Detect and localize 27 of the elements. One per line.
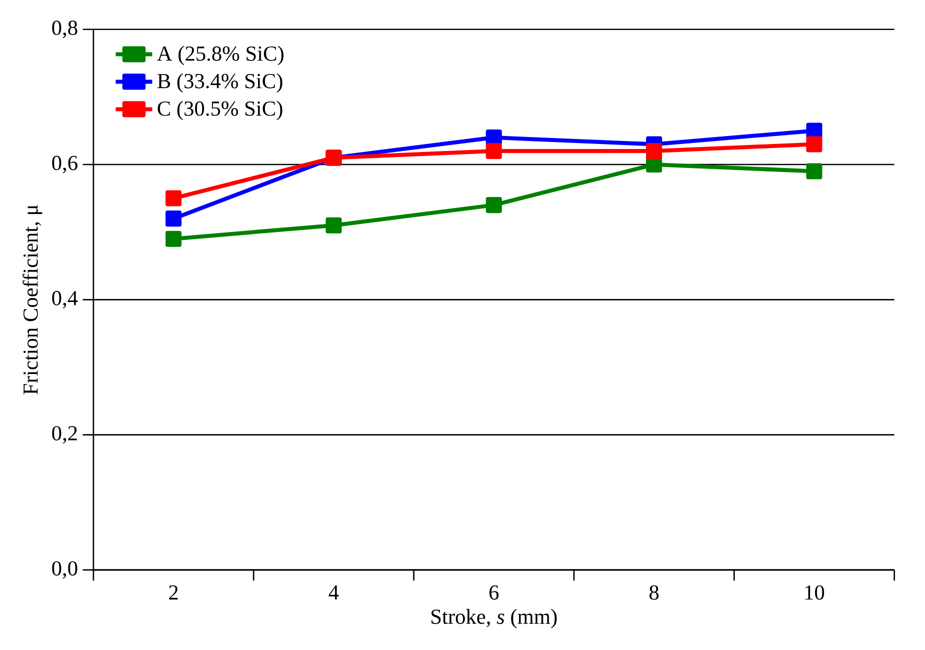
point [646, 142, 662, 159]
x-axis-title: Stroke, s (mm) [432, 608, 557, 628]
point [486, 129, 502, 146]
y-tick-label: 0,6 [52, 156, 78, 174]
point [806, 122, 822, 139]
y-tick-label: 0,8 [52, 20, 78, 38]
y-axis-title: Friction Coefficient, μ [22, 205, 42, 394]
x-tick-label: 8 [650, 585, 659, 600]
x-tick-label: 6 [489, 585, 499, 600]
point [486, 142, 502, 159]
y-tick-label: 0,4 [52, 290, 78, 308]
point [166, 190, 182, 206]
point [166, 210, 182, 227]
legend-label: A (25.8% SiC) [157, 46, 284, 66]
legend-label: C (30.5% SiC) [158, 100, 282, 120]
point [806, 136, 822, 152]
y-tick-label: 0,0 [52, 561, 78, 579]
point [486, 197, 502, 214]
y-tick-label: 0,2 [52, 426, 77, 444]
legend-label: B (33.4% SiC) [157, 73, 282, 93]
point [646, 156, 662, 173]
point [166, 230, 182, 247]
point [806, 163, 822, 180]
x-tick-label: 4 [328, 585, 339, 600]
point [326, 217, 342, 234]
x-tick-label: 10 [805, 585, 824, 600]
x-tick-label: 2 [169, 585, 178, 600]
